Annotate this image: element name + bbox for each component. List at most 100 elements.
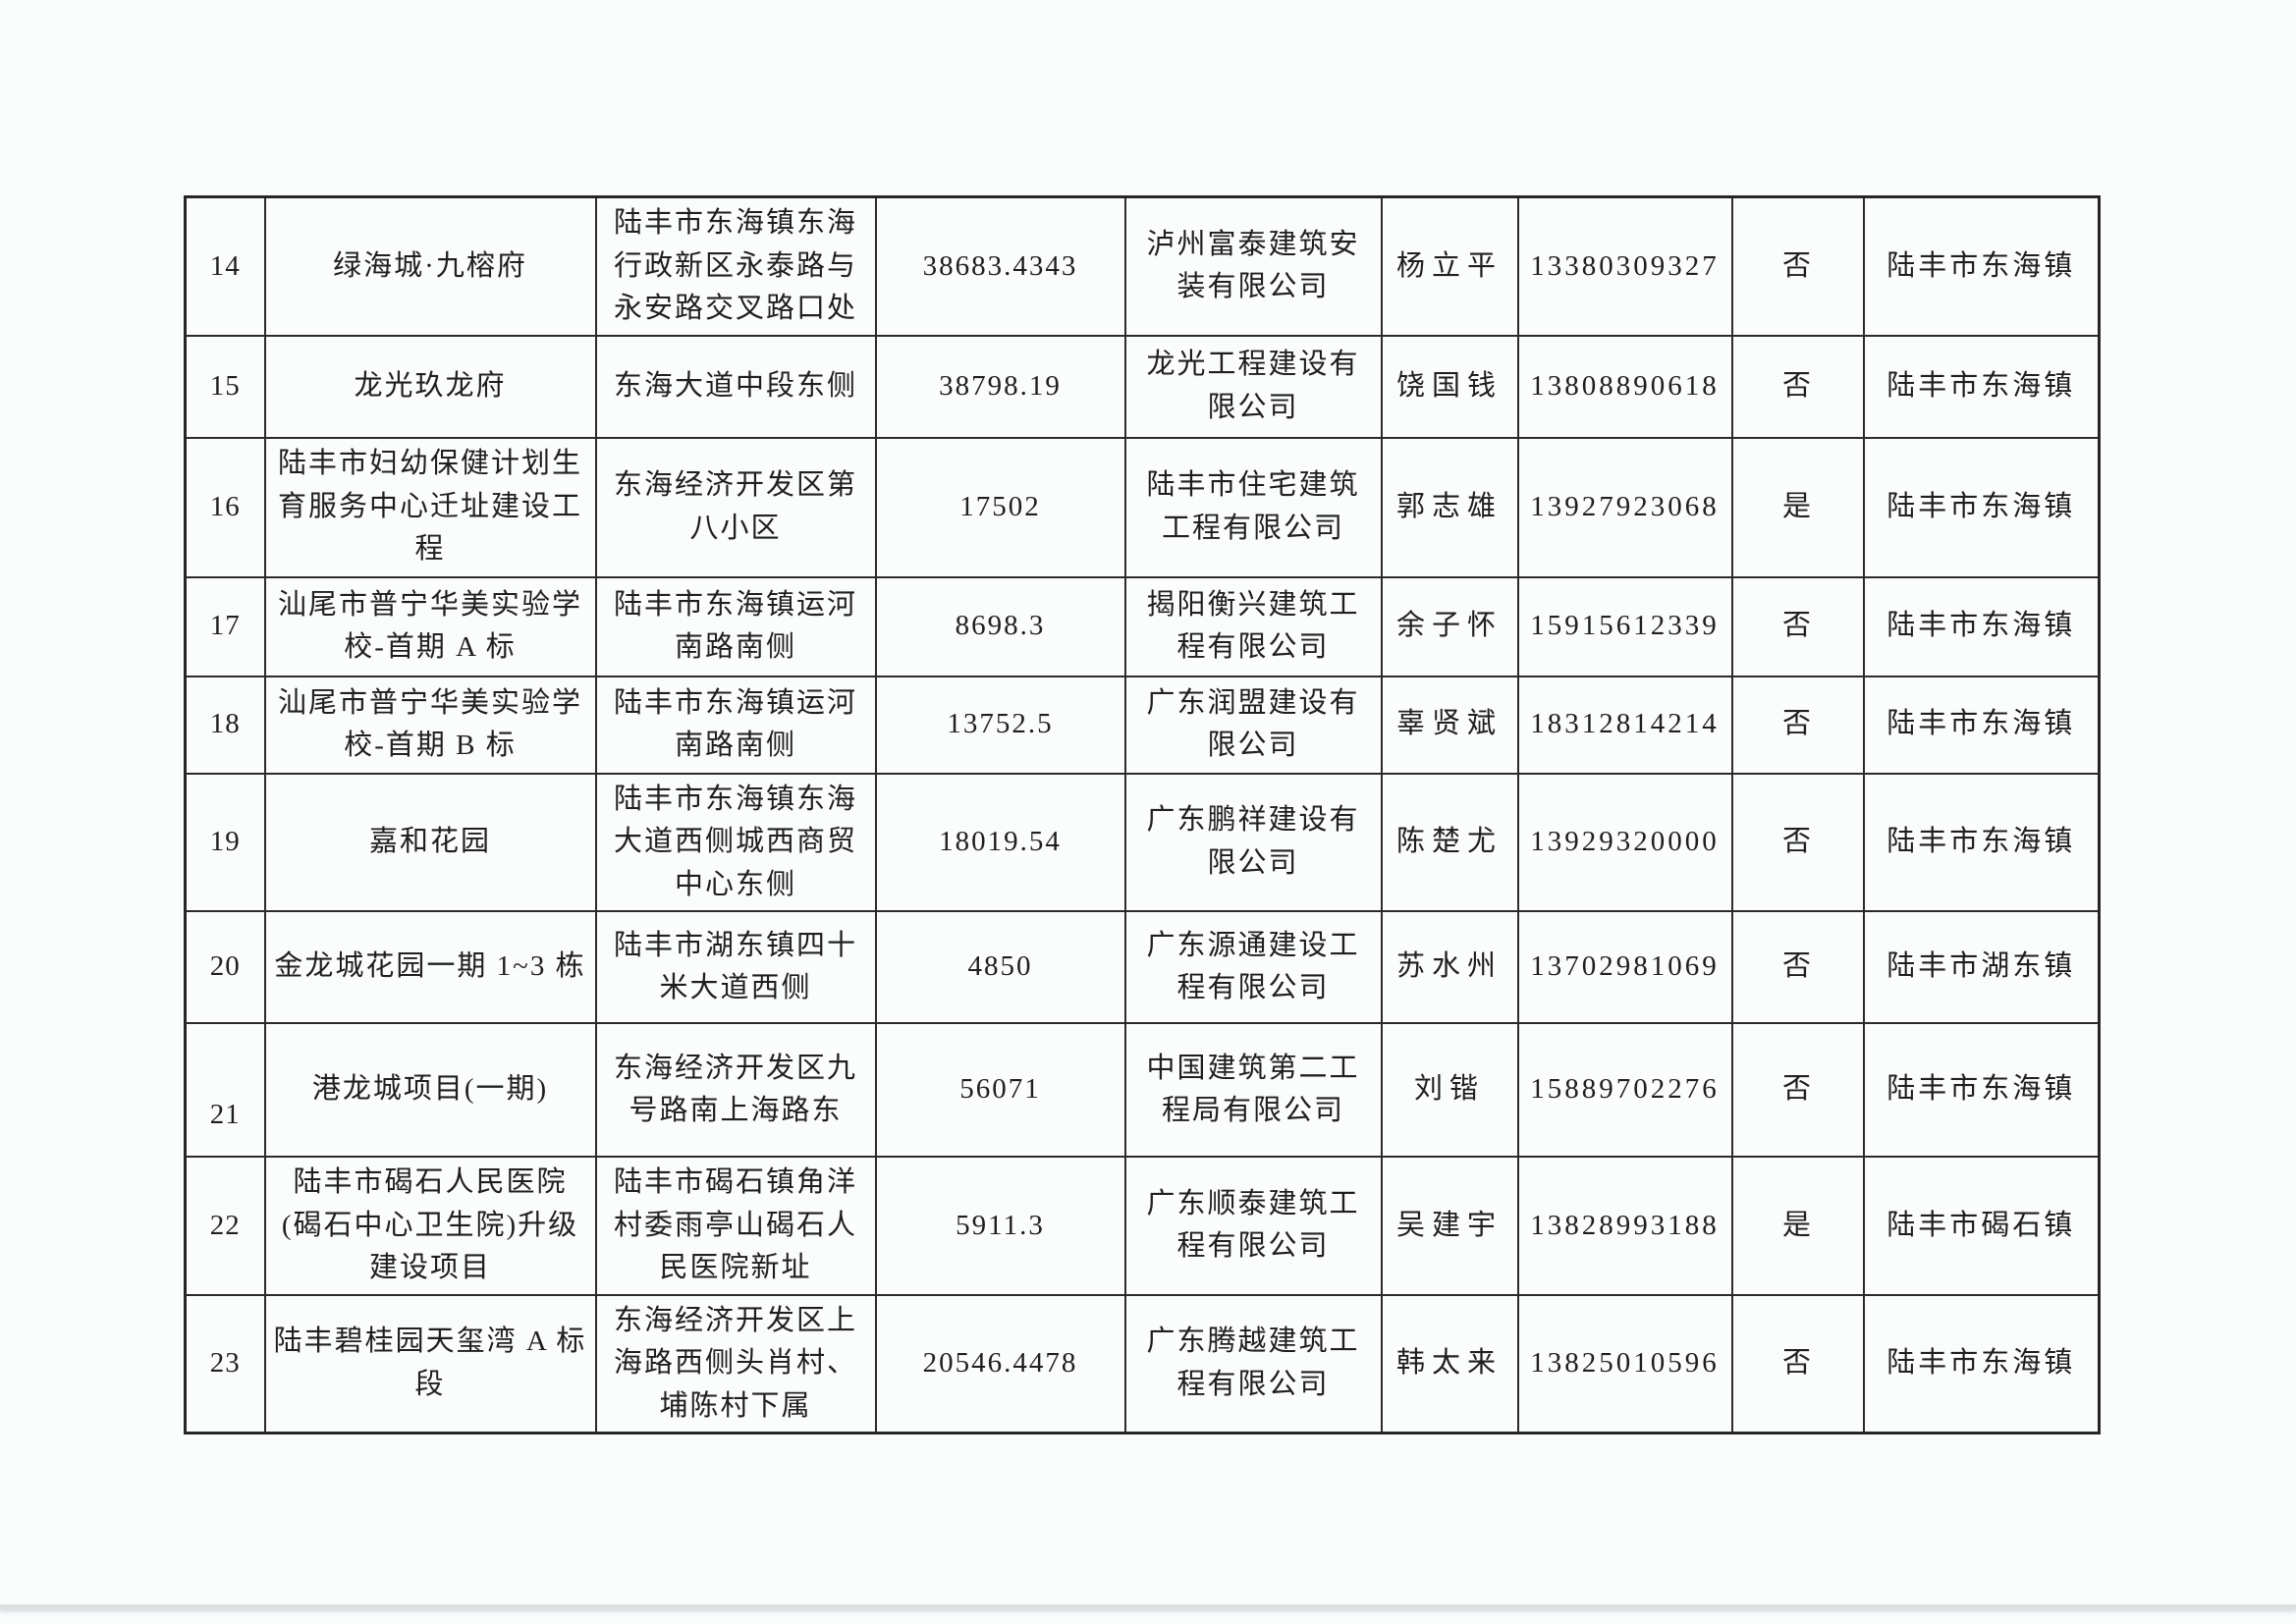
row-number-cell: 22 [184,1156,266,1296]
contact-person-cell: 辜贤斌 [1380,675,1519,775]
company-name-cell: 广东顺泰建筑工程有限公司 [1123,1156,1383,1296]
location-cell: 东海经济开发区第八小区 [594,436,877,578]
yes-no-flag-cell: 否 [1730,1293,1865,1435]
area-value-cell: 20546.4478 [874,1293,1126,1435]
location-cell: 陆丰市东海镇运河南路南侧 [594,675,877,775]
area-value-cell: 4850 [874,910,1126,1024]
table-row: 19 嘉和花园 陆丰市东海镇东海大道西侧城西商贸中心东侧 18019.54 广东… [184,772,2101,912]
location-cell: 东海经济开发区九号路南上海路东 [594,1022,877,1158]
yes-no-flag-cell: 是 [1730,436,1865,578]
company-name-cell: 广东润盟建设有限公司 [1123,675,1383,775]
contact-person-cell: 韩太来 [1380,1293,1519,1435]
area-value-cell: 38798.19 [874,334,1126,439]
project-name-cell: 陆丰市碣石人民医院(碣石中心卫生院)升级建设项目 [263,1156,597,1296]
phone-number-cell: 13808890618 [1516,334,1733,439]
location-cell: 陆丰市碣石镇角洋村委雨亭山碣石人民医院新址 [594,1156,877,1296]
company-name-cell: 中国建筑第二工程局有限公司 [1123,1022,1383,1158]
project-name-cell: 陆丰碧桂园天玺湾 A 标段 [263,1293,597,1435]
location-cell: 东海经济开发区上海路西侧头肖村、埔陈村下属 [594,1293,877,1435]
location-cell: 陆丰市东海镇运河南路南侧 [594,575,877,677]
town-cell: 陆丰市东海镇 [1862,334,2101,439]
table-body: 14 绿海城·九榕府 陆丰市东海镇东海行政新区永泰路与永安路交叉路口处 3868… [184,195,2101,1435]
yes-no-flag-cell: 是 [1730,1156,1865,1296]
location-cell: 陆丰市湖东镇四十米大道西侧 [594,910,877,1024]
table-row: 23 陆丰碧桂园天玺湾 A 标段 东海经济开发区上海路西侧头肖村、埔陈村下属 2… [184,1293,2101,1435]
contact-person-cell: 余子怀 [1380,575,1519,677]
yes-no-flag-cell: 否 [1730,910,1865,1024]
contact-person-cell: 杨立平 [1380,195,1519,337]
company-name-cell: 广东鹏祥建设有限公司 [1123,772,1383,912]
town-cell: 陆丰市东海镇 [1862,575,2101,677]
town-cell: 陆丰市湖东镇 [1862,910,2101,1024]
row-number-cell: 15 [184,334,266,439]
area-value-cell: 8698.3 [874,575,1126,677]
contact-person-cell: 苏水州 [1380,910,1519,1024]
table-row: 18 汕尾市普宁华美实验学校-首期 B 标 陆丰市东海镇运河南路南侧 13752… [184,675,2101,775]
phone-number-cell: 13380309327 [1516,195,1733,337]
contact-person-cell: 刘锴 [1380,1022,1519,1158]
table-row: 17 汕尾市普宁华美实验学校-首期 A 标 陆丰市东海镇运河南路南侧 8698.… [184,575,2101,677]
project-name-cell: 嘉和花园 [263,772,597,912]
area-value-cell: 56071 [874,1022,1126,1158]
row-number-cell: 16 [184,436,266,578]
project-name-cell: 陆丰市妇幼保健计划生育服务中心迁址建设工程 [263,436,597,578]
table-row: 16 陆丰市妇幼保健计划生育服务中心迁址建设工程 东海经济开发区第八小区 175… [184,436,2101,578]
area-value-cell: 17502 [874,436,1126,578]
project-name-cell: 绿海城·九榕府 [263,195,597,337]
phone-number-cell: 13702981069 [1516,910,1733,1024]
town-cell: 陆丰市东海镇 [1862,1293,2101,1435]
phone-number-cell: 15889702276 [1516,1022,1733,1158]
table-row: 22 陆丰市碣石人民医院(碣石中心卫生院)升级建设项目 陆丰市碣石镇角洋村委雨亭… [184,1156,2101,1296]
company-name-cell: 龙光工程建设有限公司 [1123,334,1383,439]
yes-no-flag-cell: 否 [1730,575,1865,677]
yes-no-flag-cell: 否 [1730,195,1865,337]
town-cell: 陆丰市东海镇 [1862,772,2101,912]
area-value-cell: 13752.5 [874,675,1126,775]
phone-number-cell: 13927923068 [1516,436,1733,578]
row-number-cell: 14 [184,195,266,337]
area-value-cell: 5911.3 [874,1156,1126,1296]
project-name-cell: 汕尾市普宁华美实验学校-首期 A 标 [263,575,597,677]
table-row: 14 绿海城·九榕府 陆丰市东海镇东海行政新区永泰路与永安路交叉路口处 3868… [184,195,2101,337]
row-number-cell: 23 [184,1293,266,1435]
contact-person-cell: 吴建宇 [1380,1156,1519,1296]
location-cell: 陆丰市东海镇东海行政新区永泰路与永安路交叉路口处 [594,195,877,337]
town-cell: 陆丰市碣石镇 [1862,1156,2101,1296]
project-name-cell: 汕尾市普宁华美实验学校-首期 B 标 [263,675,597,775]
row-number-cell: 17 [184,575,266,677]
phone-number-cell: 15915612339 [1516,575,1733,677]
contact-person-cell: 郭志雄 [1380,436,1519,578]
table-row: 20 金龙城花园一期 1~3 栋 陆丰市湖东镇四十米大道西侧 4850 广东源通… [184,910,2101,1024]
table-row: 15 龙光玖龙府 东海大道中段东侧 38798.19 龙光工程建设有限公司 饶国… [184,334,2101,439]
company-name-cell: 广东源通建设工程有限公司 [1123,910,1383,1024]
area-value-cell: 38683.4343 [874,195,1126,337]
contact-person-cell: 饶国钱 [1380,334,1519,439]
company-name-cell: 泸州富泰建筑安装有限公司 [1123,195,1383,337]
scanner-edge-artifact [0,1604,2296,1610]
location-cell: 陆丰市东海镇东海大道西侧城西商贸中心东侧 [594,772,877,912]
yes-no-flag-cell: 否 [1730,772,1865,912]
location-cell: 东海大道中段东侧 [594,334,877,439]
row-number-cell: 18 [184,675,266,775]
area-value-cell: 18019.54 [874,772,1126,912]
phone-number-cell: 18312814214 [1516,675,1733,775]
yes-no-flag-cell: 否 [1730,1022,1865,1158]
construction-projects-table: 14 绿海城·九榕府 陆丰市东海镇东海行政新区永泰路与永安路交叉路口处 3868… [184,195,2101,1435]
project-name-cell: 龙光玖龙府 [263,334,597,439]
phone-number-cell: 13828993188 [1516,1156,1733,1296]
company-name-cell: 揭阳衡兴建筑工程有限公司 [1123,575,1383,677]
row-number-cell: 21 [184,1022,266,1158]
company-name-cell: 陆丰市住宅建筑工程有限公司 [1123,436,1383,578]
company-name-cell: 广东腾越建筑工程有限公司 [1123,1293,1383,1435]
phone-number-cell: 13929320000 [1516,772,1733,912]
row-number-cell: 19 [184,772,266,912]
row-number-cell: 20 [184,910,266,1024]
project-name-cell: 港龙城项目(一期) [263,1022,597,1158]
contact-person-cell: 陈楚尤 [1380,772,1519,912]
town-cell: 陆丰市东海镇 [1862,675,2101,775]
town-cell: 陆丰市东海镇 [1862,436,2101,578]
phone-number-cell: 13825010596 [1516,1293,1733,1435]
yes-no-flag-cell: 否 [1730,334,1865,439]
town-cell: 陆丰市东海镇 [1862,1022,2101,1158]
